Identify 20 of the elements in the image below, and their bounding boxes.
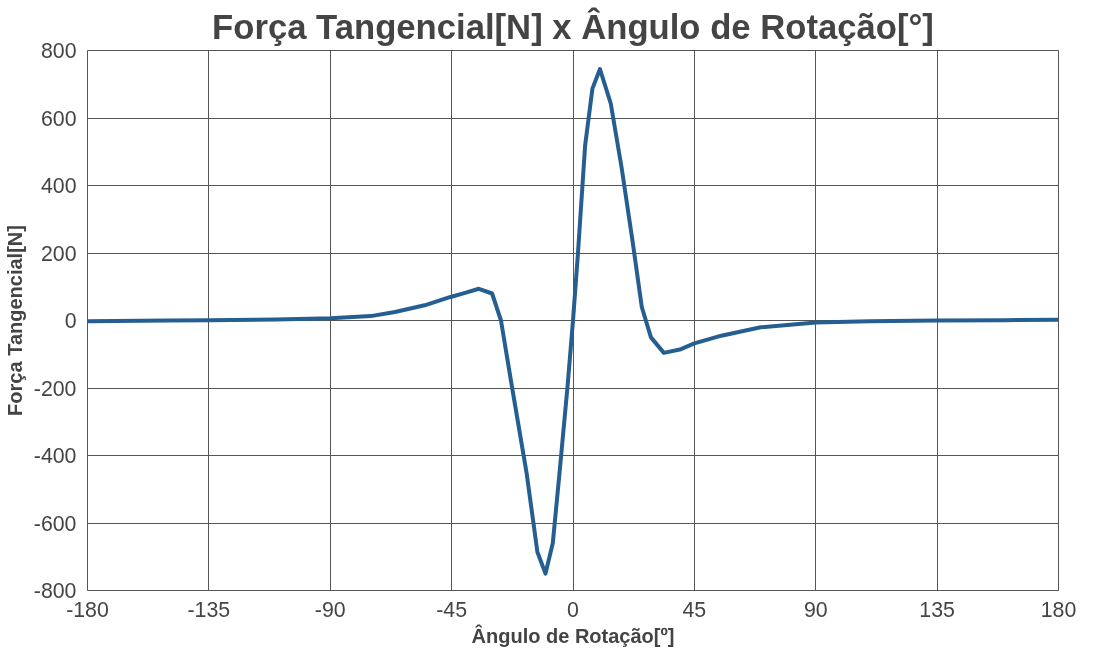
x-tick-label: -90 <box>314 597 346 622</box>
x-tick-label: 135 <box>919 597 955 622</box>
x-tick-label: -45 <box>436 597 468 622</box>
y-tick-label: -200 <box>33 376 77 401</box>
y-tick-label: 800 <box>40 39 77 63</box>
x-tick-label: 90 <box>803 597 828 622</box>
x-tick-label: 45 <box>682 597 707 622</box>
line-series <box>87 67 1059 576</box>
x-axis-title: Ângulo de Rotação[º] <box>471 623 675 647</box>
x-tick-label: 0 <box>567 597 580 622</box>
y-tick-label: 0 <box>64 309 77 333</box>
y-tick-label: 400 <box>40 174 77 198</box>
x-tick-label: 180 <box>1040 597 1077 622</box>
y-tick-label: -400 <box>33 444 77 468</box>
y-axis-title: Força Tangencial[N] <box>3 225 26 416</box>
y-tick-label: -600 <box>33 511 77 536</box>
x-tick-label: -135 <box>187 597 231 622</box>
y-tick-label: 600 <box>40 106 77 131</box>
chart-title: Força Tangencial[N] x Ângulo de Rotação[°] <box>212 6 934 46</box>
y-tick-label: 200 <box>40 241 77 266</box>
